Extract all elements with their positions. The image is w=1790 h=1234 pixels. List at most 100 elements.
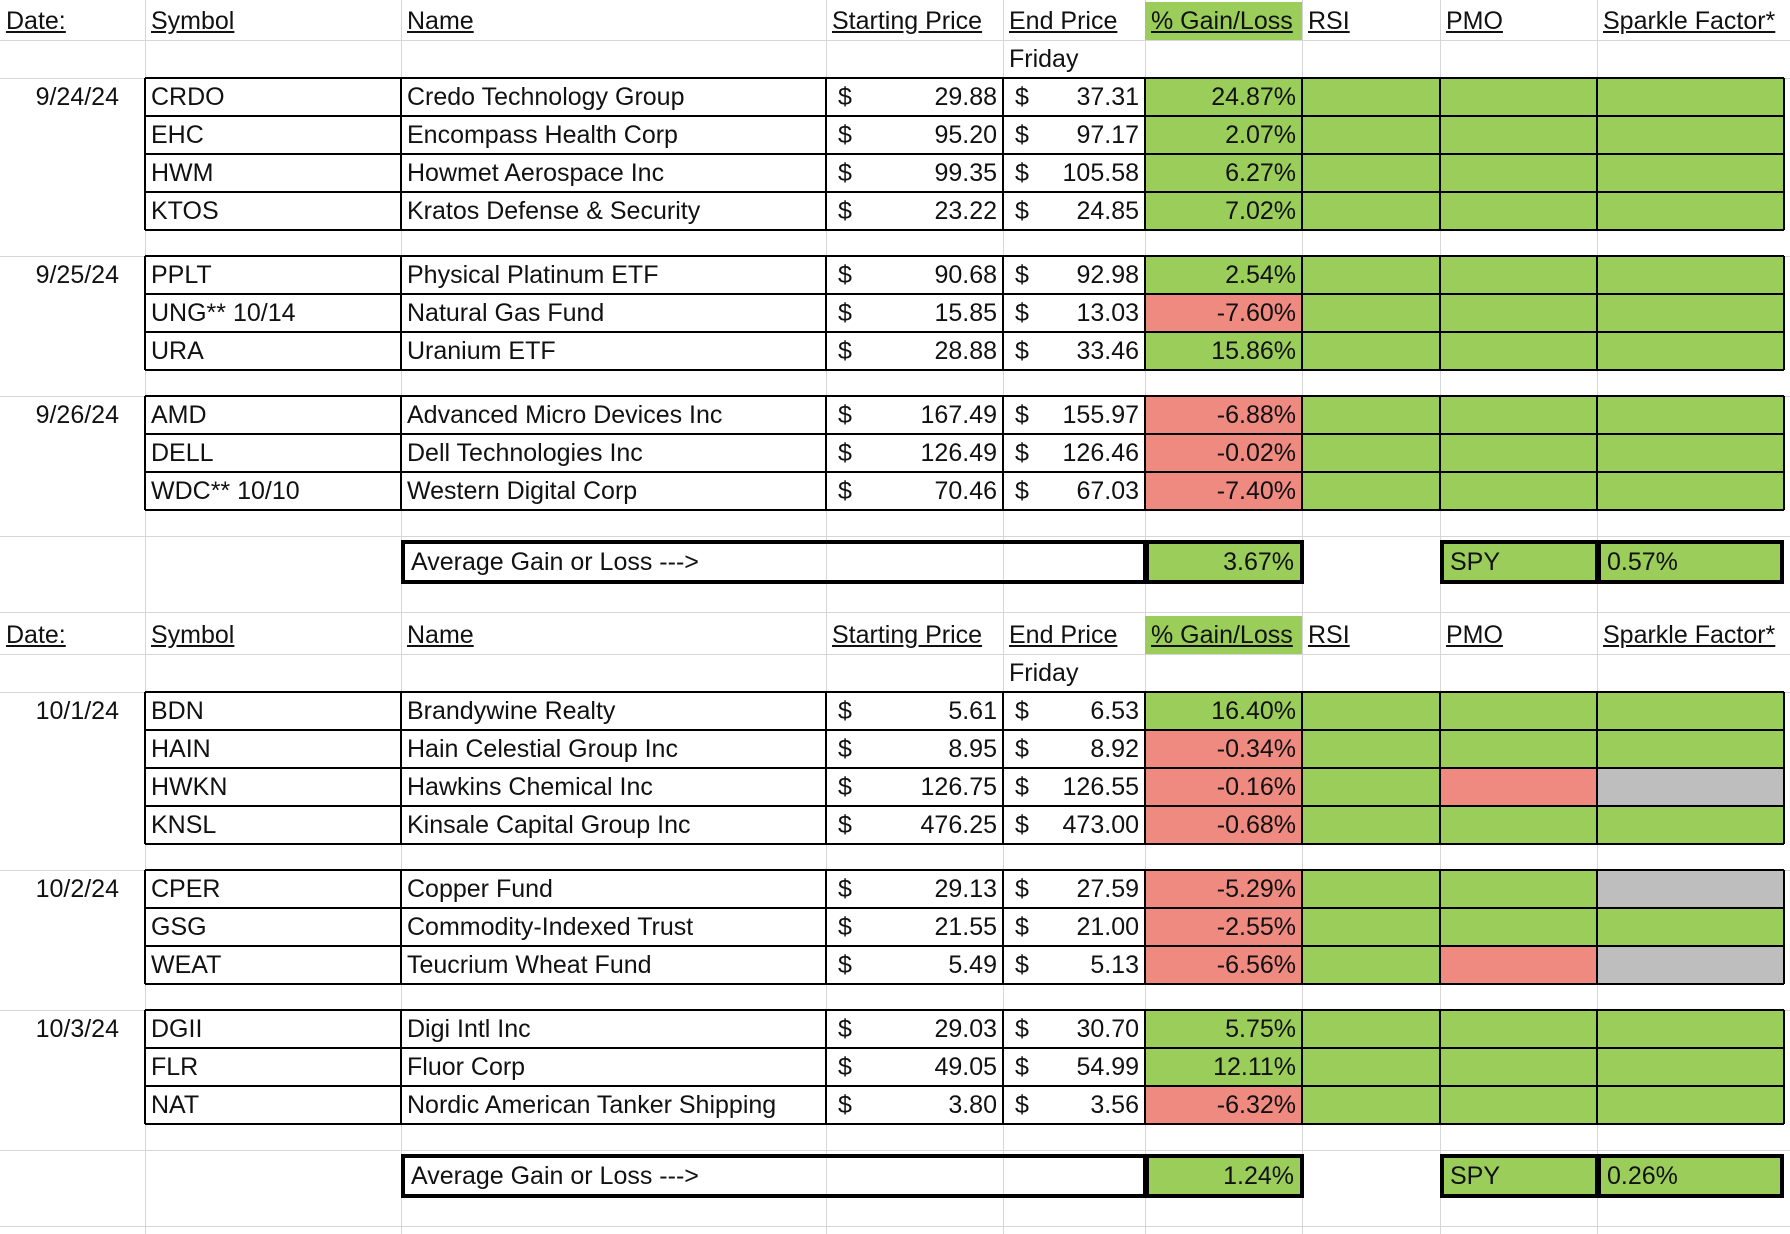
header-symbol[interactable]: Symbol bbox=[151, 6, 235, 35]
gain-loss-cell[interactable]: -7.40% bbox=[1145, 472, 1302, 510]
starting-price-cell[interactable]: 5.61 bbox=[948, 696, 997, 725]
name-cell[interactable]: Physical Platinum ETF bbox=[407, 260, 659, 289]
pmo-indicator[interactable] bbox=[1440, 1010, 1597, 1048]
pmo-indicator[interactable] bbox=[1440, 332, 1597, 370]
starting-price-cell[interactable]: 28.88 bbox=[934, 336, 997, 365]
name-cell[interactable]: Nordic American Tanker Shipping bbox=[407, 1090, 777, 1119]
sparkle-factor-indicator[interactable] bbox=[1597, 154, 1784, 192]
name-cell[interactable]: Commodity-Indexed Trust bbox=[407, 912, 694, 941]
starting-price-cell[interactable]: 29.88 bbox=[934, 82, 997, 111]
rsi-indicator[interactable] bbox=[1302, 870, 1440, 908]
symbol-cell[interactable]: HWM bbox=[151, 158, 214, 187]
sparkle-factor-indicator[interactable] bbox=[1597, 908, 1784, 946]
name-cell[interactable]: Dell Technologies Inc bbox=[407, 438, 643, 467]
name-cell[interactable]: Kinsale Capital Group Inc bbox=[407, 810, 691, 839]
pmo-indicator[interactable] bbox=[1440, 78, 1597, 116]
date-cell[interactable]: 10/3/24 bbox=[35, 1014, 119, 1043]
name-cell[interactable]: Teucrium Wheat Fund bbox=[407, 950, 652, 979]
gain-loss-cell[interactable]: 7.02% bbox=[1145, 192, 1302, 230]
name-cell[interactable]: Copper Fund bbox=[407, 874, 553, 903]
symbol-cell[interactable]: CRDO bbox=[151, 82, 225, 111]
starting-price-cell[interactable]: 5.49 bbox=[948, 950, 997, 979]
gain-loss-cell[interactable]: 15.86% bbox=[1145, 332, 1302, 370]
gain-loss-cell[interactable]: -2.55% bbox=[1145, 908, 1302, 946]
header-pmo[interactable]: PMO bbox=[1446, 6, 1503, 35]
name-cell[interactable]: Uranium ETF bbox=[407, 336, 556, 365]
pmo-indicator[interactable] bbox=[1440, 294, 1597, 332]
date-cell[interactable]: 9/24/24 bbox=[35, 82, 119, 111]
rsi-indicator[interactable] bbox=[1302, 1010, 1440, 1048]
end-price-cell[interactable]: 37.31 bbox=[1076, 82, 1139, 111]
average-value[interactable]: 1.24% bbox=[1145, 1154, 1304, 1198]
end-price-cell[interactable]: 5.13 bbox=[1090, 950, 1139, 979]
sparkle-factor-indicator[interactable] bbox=[1597, 396, 1784, 434]
symbol-cell[interactable]: DGII bbox=[151, 1014, 203, 1043]
gain-loss-cell[interactable]: -0.34% bbox=[1145, 730, 1302, 768]
end-price-cell[interactable]: 24.85 bbox=[1076, 196, 1139, 225]
name-cell[interactable]: Brandywine Realty bbox=[407, 696, 616, 725]
starting-price-cell[interactable]: 3.80 bbox=[948, 1090, 997, 1119]
end-price-cell[interactable]: 105.58 bbox=[1062, 158, 1139, 187]
rsi-indicator[interactable] bbox=[1302, 730, 1440, 768]
starting-price-cell[interactable]: 23.22 bbox=[934, 196, 997, 225]
symbol-cell[interactable]: URA bbox=[151, 336, 204, 365]
starting-price-cell[interactable]: 8.95 bbox=[948, 734, 997, 763]
header-name[interactable]: Name bbox=[407, 620, 474, 649]
spy-value[interactable]: 0.26% bbox=[1597, 1154, 1784, 1198]
pmo-indicator[interactable] bbox=[1440, 730, 1597, 768]
rsi-indicator[interactable] bbox=[1302, 116, 1440, 154]
rsi-indicator[interactable] bbox=[1302, 692, 1440, 730]
sparkle-factor-indicator[interactable] bbox=[1597, 946, 1784, 984]
end-price-cell[interactable]: 3.56 bbox=[1090, 1090, 1139, 1119]
name-cell[interactable]: Advanced Micro Devices Inc bbox=[407, 400, 723, 429]
end-price-cell[interactable]: 97.17 bbox=[1076, 120, 1139, 149]
end-price-cell[interactable]: 92.98 bbox=[1076, 260, 1139, 289]
sparkle-factor-indicator[interactable] bbox=[1597, 332, 1784, 370]
header-start[interactable]: Starting Price bbox=[832, 6, 983, 35]
sparkle-factor-indicator[interactable] bbox=[1597, 294, 1784, 332]
end-price-cell[interactable]: 8.92 bbox=[1090, 734, 1139, 763]
pmo-indicator[interactable] bbox=[1440, 908, 1597, 946]
symbol-cell[interactable]: BDN bbox=[151, 696, 204, 725]
date-cell[interactable]: 9/26/24 bbox=[35, 400, 119, 429]
sparkle-factor-indicator[interactable] bbox=[1597, 1086, 1784, 1124]
gain-loss-cell[interactable]: -5.29% bbox=[1145, 870, 1302, 908]
gain-loss-cell[interactable]: -0.16% bbox=[1145, 768, 1302, 806]
pmo-indicator[interactable] bbox=[1440, 472, 1597, 510]
pmo-indicator[interactable] bbox=[1440, 692, 1597, 730]
pmo-indicator[interactable] bbox=[1440, 946, 1597, 984]
pmo-indicator[interactable] bbox=[1440, 1048, 1597, 1086]
rsi-indicator[interactable] bbox=[1302, 154, 1440, 192]
starting-price-cell[interactable]: 476.25 bbox=[920, 810, 997, 839]
symbol-cell[interactable]: HWKN bbox=[151, 772, 228, 801]
gain-loss-cell[interactable]: -0.68% bbox=[1145, 806, 1302, 844]
starting-price-cell[interactable]: 15.85 bbox=[934, 298, 997, 327]
pmo-indicator[interactable] bbox=[1440, 116, 1597, 154]
starting-price-cell[interactable]: 126.75 bbox=[920, 772, 997, 801]
symbol-cell[interactable]: KNSL bbox=[151, 810, 217, 839]
header-gain[interactable]: % Gain/Loss bbox=[1145, 2, 1302, 40]
header-sparkle[interactable]: Sparkle Factor* bbox=[1603, 6, 1776, 35]
sparkle-factor-indicator[interactable] bbox=[1597, 192, 1784, 230]
end-price-cell[interactable]: 155.97 bbox=[1062, 400, 1139, 429]
date-cell[interactable]: 10/1/24 bbox=[35, 696, 119, 725]
pmo-indicator[interactable] bbox=[1440, 1086, 1597, 1124]
header-rsi[interactable]: RSI bbox=[1308, 6, 1350, 35]
rsi-indicator[interactable] bbox=[1302, 396, 1440, 434]
symbol-cell[interactable]: AMD bbox=[151, 400, 207, 429]
gain-loss-cell[interactable]: -7.60% bbox=[1145, 294, 1302, 332]
header-date[interactable]: Date: bbox=[6, 6, 66, 35]
symbol-cell[interactable]: FLR bbox=[151, 1052, 199, 1081]
end-price-cell[interactable]: 33.46 bbox=[1076, 336, 1139, 365]
pmo-indicator[interactable] bbox=[1440, 434, 1597, 472]
symbol-cell[interactable]: HAIN bbox=[151, 734, 211, 763]
header-start[interactable]: Starting Price bbox=[832, 620, 983, 649]
name-cell[interactable]: Western Digital Corp bbox=[407, 476, 638, 505]
pmo-indicator[interactable] bbox=[1440, 256, 1597, 294]
name-cell[interactable]: Fluor Corp bbox=[407, 1052, 526, 1081]
sparkle-factor-indicator[interactable] bbox=[1597, 768, 1784, 806]
symbol-cell[interactable]: KTOS bbox=[151, 196, 219, 225]
gain-loss-cell[interactable]: 2.54% bbox=[1145, 256, 1302, 294]
rsi-indicator[interactable] bbox=[1302, 192, 1440, 230]
pmo-indicator[interactable] bbox=[1440, 768, 1597, 806]
